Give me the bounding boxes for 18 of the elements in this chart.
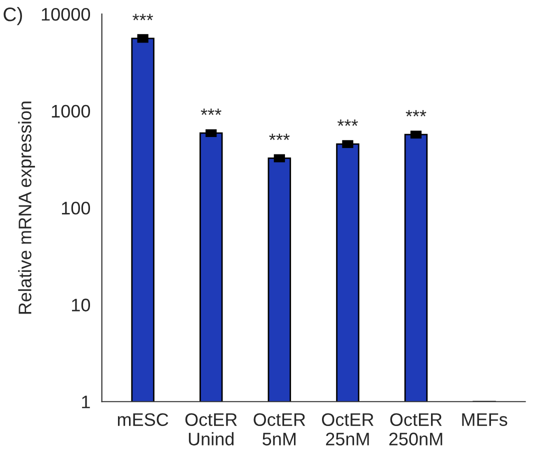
y-tick-label: 1000	[52, 104, 90, 118]
annotation: ***	[269, 134, 290, 140]
text: C)	[4, 7, 22, 26]
x-tick-label: OctER 250nM	[389, 413, 442, 446]
x-tick-label: OctER 25nM	[322, 413, 374, 446]
x-tick-label: OctER 5nM	[254, 413, 306, 446]
x-tick-label: MEFs	[462, 413, 508, 426]
y-tick-label: 10	[72, 298, 90, 312]
x-tick-label: mESC	[118, 413, 168, 426]
y-tick-label: 1	[82, 396, 90, 408]
x-tick-label: OctER Unind	[185, 413, 237, 446]
annotation: ***	[132, 14, 154, 20]
annotation: ***	[200, 108, 222, 115]
y-axis-title: Relative mRNA expression	[18, 102, 35, 314]
annotation: ***	[337, 120, 358, 126]
annotation: ***	[406, 110, 426, 116]
y-tick-label: 100	[62, 202, 90, 215]
y-tick-label: 10000	[42, 8, 90, 21]
